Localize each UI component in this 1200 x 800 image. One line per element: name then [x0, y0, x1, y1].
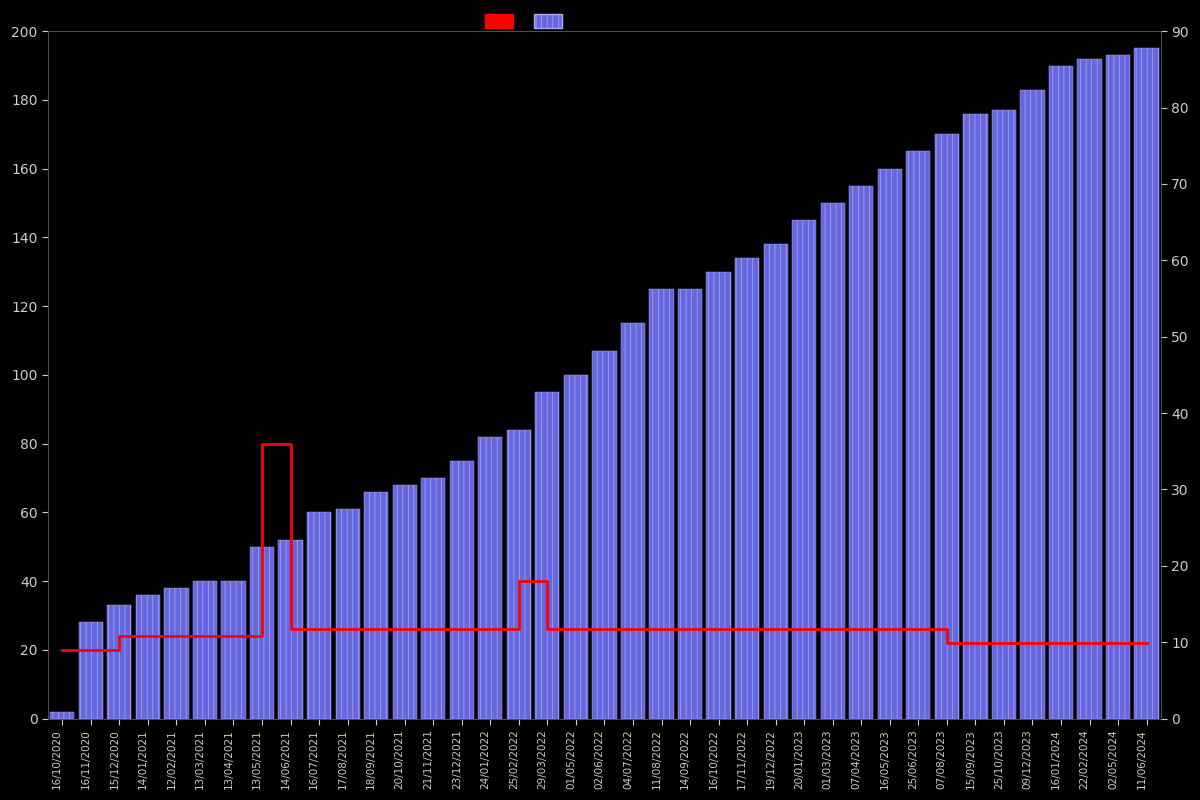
Bar: [564, 375, 588, 718]
Bar: [991, 110, 1016, 718]
Bar: [678, 289, 702, 718]
Bar: [763, 244, 787, 718]
Bar: [535, 392, 559, 718]
Bar: [164, 588, 188, 718]
Bar: [593, 351, 617, 718]
Bar: [964, 114, 988, 718]
Bar: [734, 258, 760, 718]
Bar: [649, 289, 673, 718]
Bar: [478, 437, 503, 718]
Bar: [336, 509, 360, 718]
Bar: [364, 492, 389, 718]
Bar: [1049, 66, 1073, 718]
Bar: [1078, 58, 1102, 718]
Bar: [792, 220, 816, 718]
Bar: [821, 203, 845, 718]
Bar: [707, 272, 731, 718]
Bar: [450, 461, 474, 718]
Bar: [136, 595, 160, 718]
Bar: [307, 512, 331, 718]
Bar: [79, 622, 103, 718]
Legend: , : ,: [479, 8, 574, 35]
Bar: [221, 581, 246, 718]
Bar: [620, 323, 646, 718]
Bar: [877, 169, 902, 718]
Bar: [50, 712, 74, 718]
Bar: [906, 151, 930, 718]
Bar: [1020, 90, 1044, 718]
Bar: [1106, 55, 1130, 718]
Bar: [278, 540, 302, 718]
Bar: [250, 546, 274, 718]
Bar: [107, 605, 132, 718]
Bar: [506, 430, 530, 718]
Bar: [1134, 48, 1159, 718]
Bar: [421, 478, 445, 718]
Bar: [392, 485, 416, 718]
Bar: [193, 581, 217, 718]
Bar: [850, 186, 874, 718]
Bar: [935, 134, 959, 718]
